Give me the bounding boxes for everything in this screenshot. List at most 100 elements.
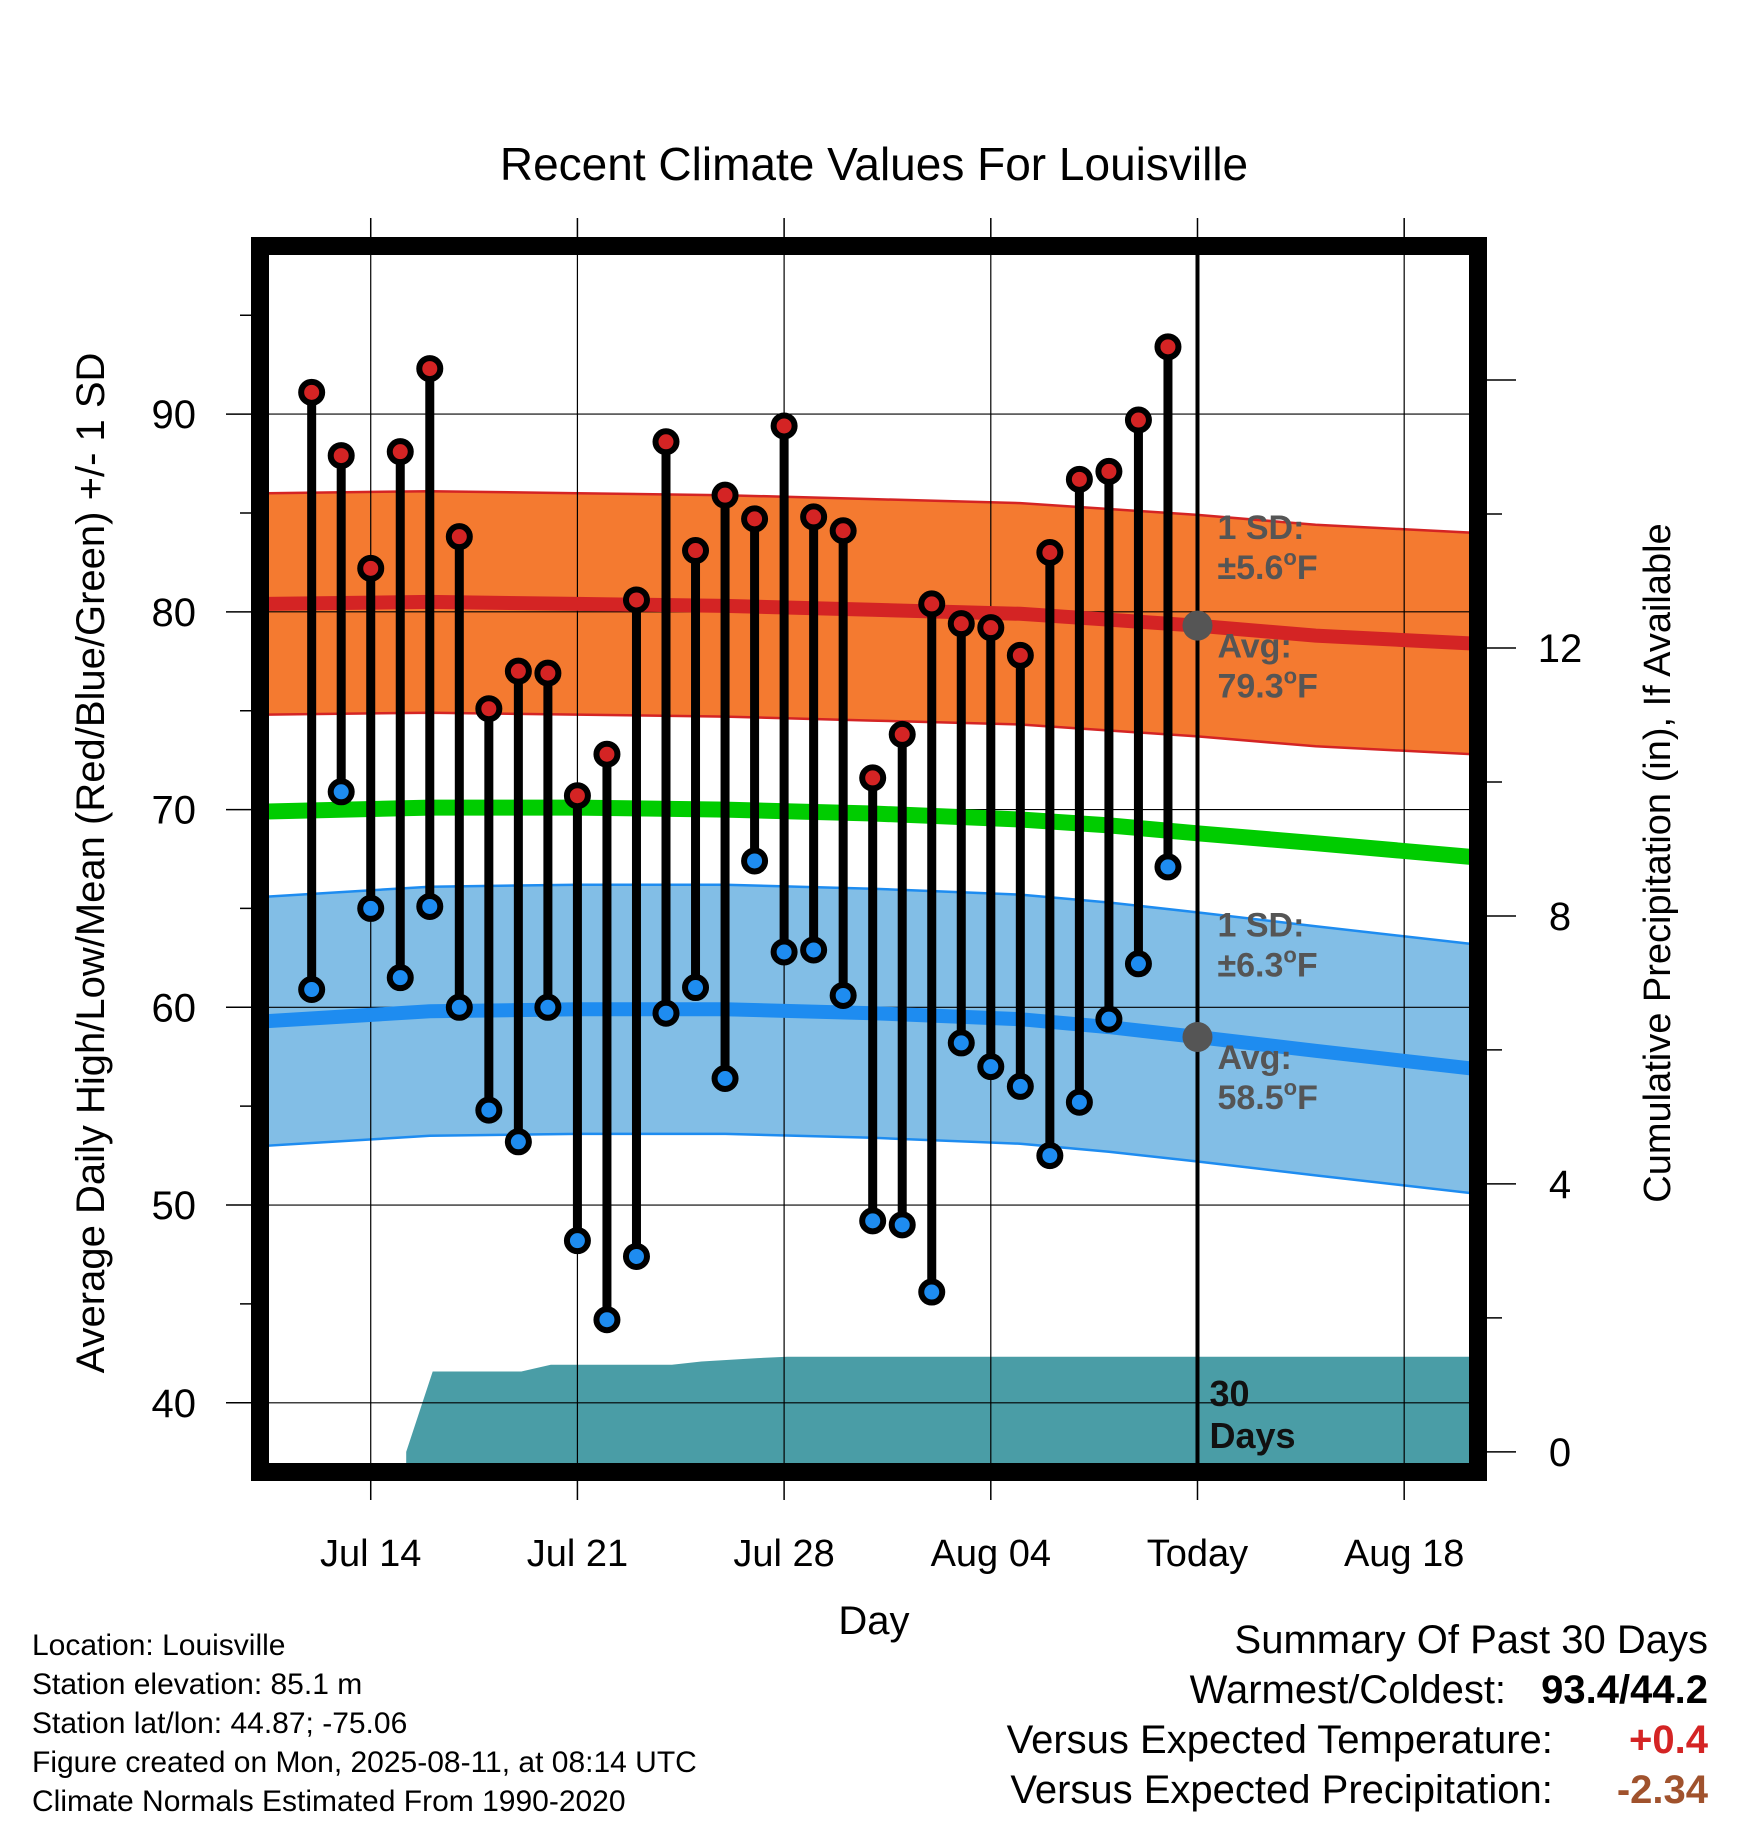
temp-label: Versus Expected Temperature: [1006, 1718, 1553, 1762]
y-tick-label: 60 [152, 986, 197, 1030]
chart-title: Recent Climate Values For Louisville [500, 138, 1248, 190]
normal-high-line [267, 594, 1473, 651]
observed-low-point [1036, 1142, 1064, 1170]
observed-low-point [622, 1242, 650, 1270]
days-annotation: 30 Days [1209, 1373, 1295, 1456]
observed-high-point [888, 720, 916, 748]
temp-anomaly-value: +0.4 [1629, 1718, 1708, 1762]
footer-elevation: Station elevation: 85.1 m [32, 1668, 363, 1701]
footer-created: Figure created on Mon, 2025-08-11, at 08… [32, 1746, 697, 1779]
footer-location: Location: Louisville [32, 1629, 286, 1662]
precip-label: Versus Expected Precipitation: [1010, 1768, 1553, 1812]
observed-low-point [298, 976, 326, 1004]
observed-low-point [1006, 1072, 1034, 1100]
observed-high-point [682, 537, 710, 565]
y2-tick-label: 8 [1549, 895, 1571, 939]
low-sd-annotation: 1 SD: ±6.3oF [1217, 906, 1317, 984]
observed-low-point [593, 1306, 621, 1334]
y2-tick-label: 0 [1549, 1431, 1571, 1475]
observed-low-point [1095, 1005, 1123, 1033]
observed-low-point [947, 1029, 975, 1057]
observed-high-point [711, 481, 739, 509]
observed-low-point [977, 1053, 1005, 1081]
observed-high-point [357, 554, 385, 582]
observed-low-point [386, 964, 414, 992]
x-tick-label: Jul 28 [733, 1533, 834, 1575]
high-sd-annotation: 1 SD: ±5.6oF [1217, 509, 1317, 587]
observed-high-point [534, 659, 562, 687]
observed-low-point [357, 894, 385, 922]
observed-high-point [1154, 333, 1182, 361]
observed-low-point [1124, 950, 1152, 978]
observed-low-point [416, 892, 444, 920]
observed-high-point [563, 782, 591, 810]
footer-latlon: Station lat/lon: 44.87; -75.06 [32, 1707, 408, 1740]
observed-low-point [682, 974, 710, 1002]
y2-axis-label: Cumulative Precipitation (in), If Availa… [1637, 523, 1679, 1202]
avg-low-marker [1182, 1021, 1213, 1052]
low-avg-annotation: Avg: 58.5oF [1217, 1039, 1317, 1117]
observed-high-point [593, 740, 621, 768]
observed-low-point [563, 1227, 591, 1255]
x-tick-label: Aug 04 [931, 1533, 1051, 1575]
y-axis-label: Average Daily High/Low/Mean (Red/Blue/Gr… [69, 353, 113, 1374]
x-tick-label: Jul 21 [527, 1533, 628, 1575]
warm-cold-label: Warmest/Coldest: [1189, 1668, 1507, 1712]
observed-low-point [475, 1096, 503, 1124]
observed-low-point [445, 993, 473, 1021]
observed-high-point [770, 412, 798, 440]
precip-area [406, 1356, 1473, 1472]
observed-low-point [741, 847, 769, 875]
x-tick-label: Today [1147, 1533, 1248, 1575]
summary-panel: Summary Of Past 30 Days Warmest/Coldest:… [1007, 1615, 1708, 1815]
x-tick-label: Aug 18 [1344, 1533, 1464, 1575]
observed-low-point [504, 1128, 532, 1156]
observed-high-point [829, 517, 857, 545]
observed-low-point [770, 938, 798, 966]
observed-low-point [1154, 853, 1182, 881]
precip-anomaly-value: -2.34 [1616, 1768, 1708, 1812]
observed-low-point [888, 1211, 916, 1239]
observed-high-point [386, 438, 414, 466]
summary-precip: Versus Expected Precipitation: -2.34 [1007, 1765, 1708, 1815]
normal-low-line [266, 1002, 1473, 1076]
observed-high-point [1036, 539, 1064, 566]
plot-frame [251, 237, 1487, 1481]
y-tick-label: 50 [152, 1184, 197, 1228]
y-tick-label: 80 [152, 591, 197, 635]
observed-low-point [800, 936, 828, 964]
summary-title: Summary Of Past 30 Days [1234, 1618, 1708, 1662]
observed-high-point [859, 764, 887, 792]
observed-high-point [1124, 406, 1152, 434]
high-avg-annotation: Avg: 79.3oF [1217, 628, 1317, 706]
y-tick-label: 40 [152, 1382, 197, 1426]
observed-high-point [800, 503, 828, 531]
observed-low-point [1065, 1088, 1093, 1116]
observed-high-point [1006, 641, 1034, 669]
observed-high-point [416, 355, 444, 383]
x-tick-label: Jul 14 [320, 1533, 421, 1575]
observed-low-point [918, 1278, 946, 1306]
observed-high-point [327, 442, 355, 470]
observed-high-point [445, 523, 473, 551]
observed-high-point [298, 378, 326, 406]
plot-area: 1 SD: ±5.6oF Avg: 79.3oF 1 SD: ±6.3oF Avg: 58.5… [152, 218, 1582, 1575]
observed-low-point [652, 999, 680, 1027]
warm-cold-value: 93.4/44.2 [1541, 1668, 1708, 1712]
observed-high-point [652, 428, 680, 456]
x-axis-label: Day [838, 1599, 909, 1643]
summary-warm-cold: Warmest/Coldest: 93.4/44.2 [1007, 1665, 1708, 1715]
y2-tick-label: 4 [1549, 1163, 1571, 1207]
avg-high-marker [1182, 610, 1213, 641]
observed-high-point [918, 590, 946, 618]
observed-high-point [1095, 457, 1123, 485]
observed-high-point [1065, 465, 1093, 493]
summary-temp: Versus Expected Temperature: +0.4 [1007, 1715, 1708, 1765]
y-tick-label: 70 [152, 789, 197, 833]
observed-high-point [622, 586, 650, 614]
normal-mean-line [267, 799, 1473, 865]
observed-low-point [534, 993, 562, 1021]
observed-high-point [947, 610, 975, 638]
observed-low-point [327, 778, 355, 806]
